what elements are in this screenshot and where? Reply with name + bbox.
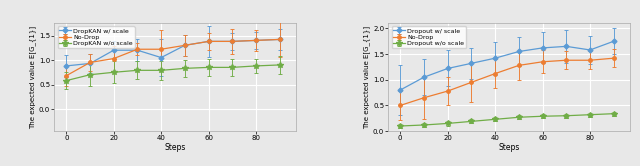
Legend: Dropout w/ scale, No-Drop, Dropout w/o scale: Dropout w/ scale, No-Drop, Dropout w/o s…	[392, 26, 466, 48]
Y-axis label: The expected value E[G_{1}]: The expected value E[G_{1}]	[364, 26, 370, 129]
Y-axis label: The expected value E[G_{1}]: The expected value E[G_{1}]	[29, 26, 36, 129]
X-axis label: Steps: Steps	[164, 143, 186, 152]
X-axis label: Steps: Steps	[499, 143, 520, 152]
Legend: DropKAN w/ scale, No-Drop, DropKAN w/o scale: DropKAN w/ scale, No-Drop, DropKAN w/o s…	[58, 26, 134, 48]
